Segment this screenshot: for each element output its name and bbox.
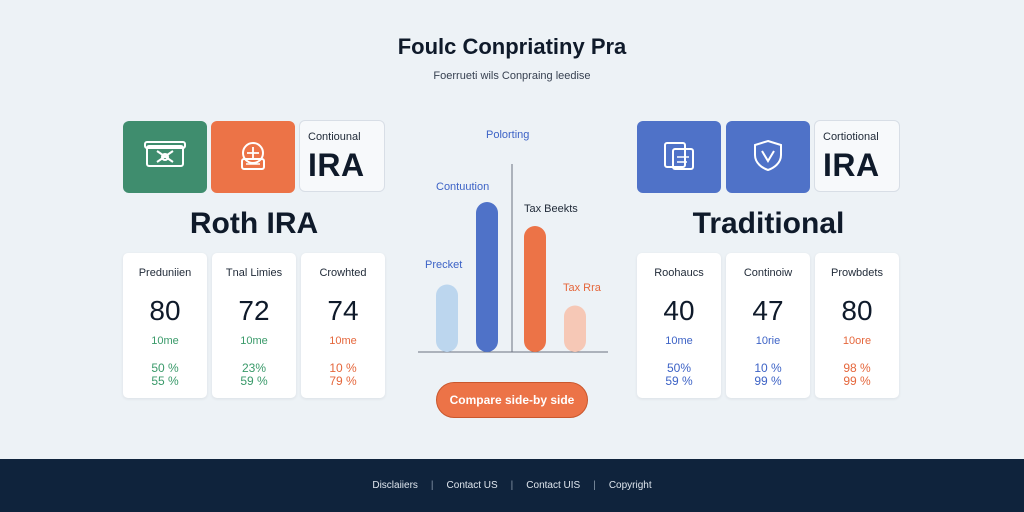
card-sub: 10me [665, 335, 693, 347]
card-percent-1: 23% [241, 361, 267, 375]
card-percent-1: 98 % [843, 361, 871, 375]
card-sub: 10rie [755, 335, 781, 347]
footer-separator: | [510, 480, 514, 491]
roth-card: Tnal Limies 72 10me 23% 59 % [212, 253, 296, 398]
chart-bar-0 [436, 284, 458, 352]
comparison-chart: Polorting Contuution Tax Beekts Precket Tax … [412, 120, 612, 360]
card-percent-2: 59 % [240, 374, 268, 388]
card-value: 47 [752, 295, 784, 326]
roth-coins-tile [211, 121, 295, 193]
page-subtitle: Foerrueti wils Conpraing leedise [433, 70, 591, 82]
roth-ira-label-small: Contiounal [308, 131, 361, 143]
card-label: Continoiw [743, 267, 793, 279]
roth-ira-label-tile: Contiounal IRA [299, 120, 385, 192]
footer-link-contact-uis[interactable]: Contact UIS [526, 480, 581, 491]
chart-label-1: Contuution [436, 181, 489, 193]
card-sub: 10me [240, 335, 268, 347]
footer-separator: | [593, 480, 596, 491]
roth-card: Crowhted 74 10me 10 % 79 % [301, 253, 385, 398]
chart-bar-2 [524, 226, 546, 352]
chart-label-3: Precket [425, 259, 462, 271]
card-sub: 10ore [842, 335, 872, 347]
footer-link-disclaimers[interactable]: Disclaiiers [372, 480, 418, 491]
card-value: 72 [238, 295, 270, 326]
traditional-card: Roohaucs 40 10me 50% 59 % [637, 253, 721, 398]
footer-separator: | [430, 480, 434, 491]
card-percent-2: 99 % [843, 374, 871, 388]
card-percent-1: 10 % [754, 361, 782, 375]
card-percent-2: 55 % [151, 374, 179, 388]
roth-heading: Roth IRA [189, 207, 319, 240]
card-sub: 10me [151, 335, 179, 347]
roth-ira-label-big: IRA [308, 147, 365, 183]
traditional-card: Continoiw 47 10rie 10 % 99 % [726, 253, 810, 398]
traditional-ira-label-tile: Cortiotional IRA [814, 120, 900, 192]
card-label: Roohaucs [654, 267, 704, 279]
card-percent-1: 50% [666, 361, 692, 375]
footer: Disclaiiers | Contact US | Contact UIS |… [0, 459, 1024, 512]
chart-label-0: Polorting [486, 129, 529, 141]
footer-link-copyright[interactable]: Copyright [608, 480, 652, 491]
card-value: 74 [327, 295, 359, 326]
card-value: 80 [841, 295, 873, 326]
traditional-folders-tile [637, 121, 721, 193]
card-percent-2: 79 % [329, 374, 357, 388]
chart-bar-3 [564, 305, 586, 352]
chart-bar-1 [476, 202, 498, 352]
roth-card: Preduniien 80 10me 50 % 55 % [123, 253, 207, 398]
traditional-card: Prowbdets 80 10ore 98 % 99 % [815, 253, 899, 398]
card-label: Prowbdets [831, 267, 883, 279]
card-percent-1: 50 % [151, 361, 179, 375]
card-value: 40 [663, 295, 695, 326]
roth-cash-tile [123, 121, 207, 193]
card-label: Preduniien [138, 267, 192, 279]
coins-icon [231, 137, 275, 178]
folders-icon [657, 137, 701, 178]
traditional-shield-tile [726, 121, 810, 193]
card-percent-1: 10 % [329, 361, 357, 375]
page-title: Foulc Conpriatiny Pra [397, 34, 627, 59]
card-value: 80 [149, 295, 181, 326]
comparison-chart-svg: Polorting Contuution Tax Beekts Precket Tax … [418, 129, 608, 353]
card-label: Tnal Limies [225, 267, 283, 279]
shield-icon [746, 137, 790, 178]
card-percent-2: 59 % [665, 374, 693, 388]
traditional-heading: Traditional [692, 207, 845, 240]
chart-label-2: Tax Beekts [524, 203, 578, 215]
card-sub: 10me [329, 335, 357, 347]
chart-label-4: Tax Rra [563, 282, 602, 294]
card-percent-2: 99 % [754, 374, 782, 388]
footer-link-contact-us[interactable]: Contact US [446, 480, 498, 491]
compare-side-by-side-button[interactable]: Compare side-by side [436, 382, 588, 418]
traditional-ira-label-small: Cortiotional [823, 131, 879, 143]
card-label: Crowhted [319, 267, 367, 279]
cash-icon [143, 137, 187, 178]
traditional-ira-label-big: IRA [823, 147, 880, 183]
